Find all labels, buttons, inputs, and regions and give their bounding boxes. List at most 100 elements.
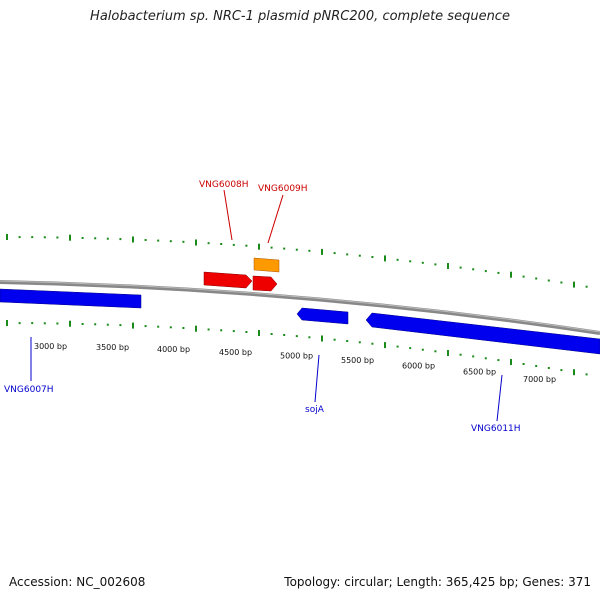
inner-minor-tick	[232, 330, 235, 333]
gene-label-VNG6007H: VNG6007H	[4, 385, 54, 395]
gene-label-sojA: sojA	[305, 405, 325, 415]
inner-minor-tick	[283, 334, 286, 336]
inner-minor-tick	[333, 338, 336, 341]
scale-label: 3500 bp	[96, 343, 129, 352]
inner-minor-tick	[497, 359, 500, 362]
accession-text: Accession: NC_002608	[9, 575, 146, 589]
inner-major-tick	[132, 322, 134, 329]
inner-minor-tick	[396, 345, 399, 348]
outer-minor-tick	[484, 270, 487, 273]
outer-major-tick	[195, 239, 197, 246]
outer-minor-tick	[232, 243, 235, 246]
outer-major-tick	[447, 263, 449, 269]
scale-label: 3000 bp	[34, 342, 67, 351]
outer-minor-tick	[358, 254, 361, 257]
outer-minor-tick	[56, 236, 59, 239]
outer-major-tick	[69, 234, 71, 241]
inner-minor-tick	[585, 373, 588, 376]
gene-VNG6008H[interactable]	[203, 271, 253, 289]
inner-minor-tick	[207, 328, 210, 331]
inner-major-tick	[6, 320, 8, 326]
inner-minor-tick	[346, 340, 349, 342]
inner-tick-track	[6, 320, 588, 376]
inner-minor-tick	[421, 348, 424, 351]
gene-label-VNG6009H: VNG6009H	[258, 184, 308, 194]
outer-minor-tick	[585, 285, 588, 288]
label-leader-VNG6009H	[267, 194, 284, 244]
scale-label: 7000 bp	[523, 375, 556, 384]
outer-minor-tick	[43, 236, 46, 239]
outer-minor-tick	[472, 268, 475, 271]
scale-label: 4500 bp	[219, 348, 252, 357]
rna-feature[interactable]	[253, 257, 280, 273]
outer-minor-tick	[81, 237, 84, 239]
scale-label: 6500 bp	[463, 368, 496, 377]
inner-major-tick	[195, 325, 197, 332]
map-title: Halobacterium sp. NRC-1 plasmid pNRC200,…	[90, 9, 510, 24]
inner-minor-tick	[56, 322, 59, 325]
outer-minor-tick	[283, 247, 286, 250]
outer-minor-tick	[396, 258, 399, 261]
outer-major-tick	[321, 248, 323, 255]
outer-major-tick	[132, 236, 134, 243]
label-leader-VNG6008H	[223, 189, 233, 241]
outer-minor-tick	[18, 236, 21, 239]
outer-minor-tick	[245, 244, 248, 247]
inner-minor-tick	[106, 323, 109, 326]
outer-minor-tick	[270, 246, 273, 249]
outer-major-tick	[258, 243, 260, 250]
gene-label-VNG6011H: VNG6011H	[471, 424, 521, 434]
outer-minor-tick	[207, 242, 210, 245]
inner-major-tick	[321, 335, 323, 342]
inner-minor-tick	[472, 355, 475, 358]
outer-major-tick	[510, 271, 512, 278]
outer-minor-tick	[144, 239, 147, 241]
inner-minor-tick	[157, 325, 160, 328]
scale-label: 6000 bp	[402, 361, 435, 370]
gene-VNG6007H[interactable]	[0, 288, 142, 309]
outer-minor-tick	[434, 263, 437, 266]
inner-minor-tick	[81, 323, 84, 325]
inner-minor-tick	[169, 326, 172, 329]
inner-minor-tick	[94, 323, 97, 326]
outer-major-tick	[573, 281, 575, 288]
inner-minor-tick	[371, 342, 374, 345]
inner-major-tick	[384, 342, 386, 349]
scale-labels: 3000 bp 3500 bp 4000 bp 4500 bp 5000 bp 5500 …	[34, 342, 556, 384]
outer-minor-tick	[295, 248, 298, 251]
outer-minor-tick	[371, 256, 374, 258]
scale-label: 4000 bp	[157, 345, 190, 354]
inner-major-tick	[69, 320, 71, 327]
gene-sojA[interactable]	[296, 307, 349, 325]
topology-summary: Topology: circular; Length: 365,425 bp; …	[284, 575, 591, 589]
inner-minor-tick	[295, 335, 298, 338]
outer-minor-tick	[346, 253, 349, 256]
gene-VNG6011H[interactable]	[365, 312, 600, 355]
plasmid-backbone	[0, 280, 600, 335]
inner-minor-tick	[459, 353, 462, 356]
outer-minor-tick	[547, 279, 550, 282]
outer-tick-track	[6, 234, 588, 288]
outer-minor-tick	[220, 243, 223, 245]
outer-minor-tick	[169, 240, 172, 243]
scale-label: 5000 bp	[280, 351, 313, 360]
inner-minor-tick	[270, 333, 273, 335]
outer-minor-tick	[308, 249, 311, 252]
inner-minor-tick	[409, 347, 412, 350]
inner-minor-tick	[522, 363, 525, 365]
inner-minor-tick	[119, 324, 122, 327]
inner-minor-tick	[560, 369, 563, 372]
label-leader-sojA	[314, 354, 320, 403]
inner-minor-tick	[245, 331, 248, 333]
outer-minor-tick	[94, 237, 97, 240]
inner-minor-tick	[220, 329, 223, 332]
gene-label-VNG6008H: VNG6008H	[199, 180, 249, 190]
label-leader-VNG6011H	[496, 374, 503, 422]
outer-minor-tick	[182, 240, 185, 243]
inner-minor-tick	[18, 322, 21, 325]
gene-VNG6009H[interactable]	[252, 275, 278, 292]
inner-major-tick	[510, 359, 512, 365]
outer-minor-tick	[119, 238, 122, 241]
inner-major-tick	[573, 369, 575, 376]
